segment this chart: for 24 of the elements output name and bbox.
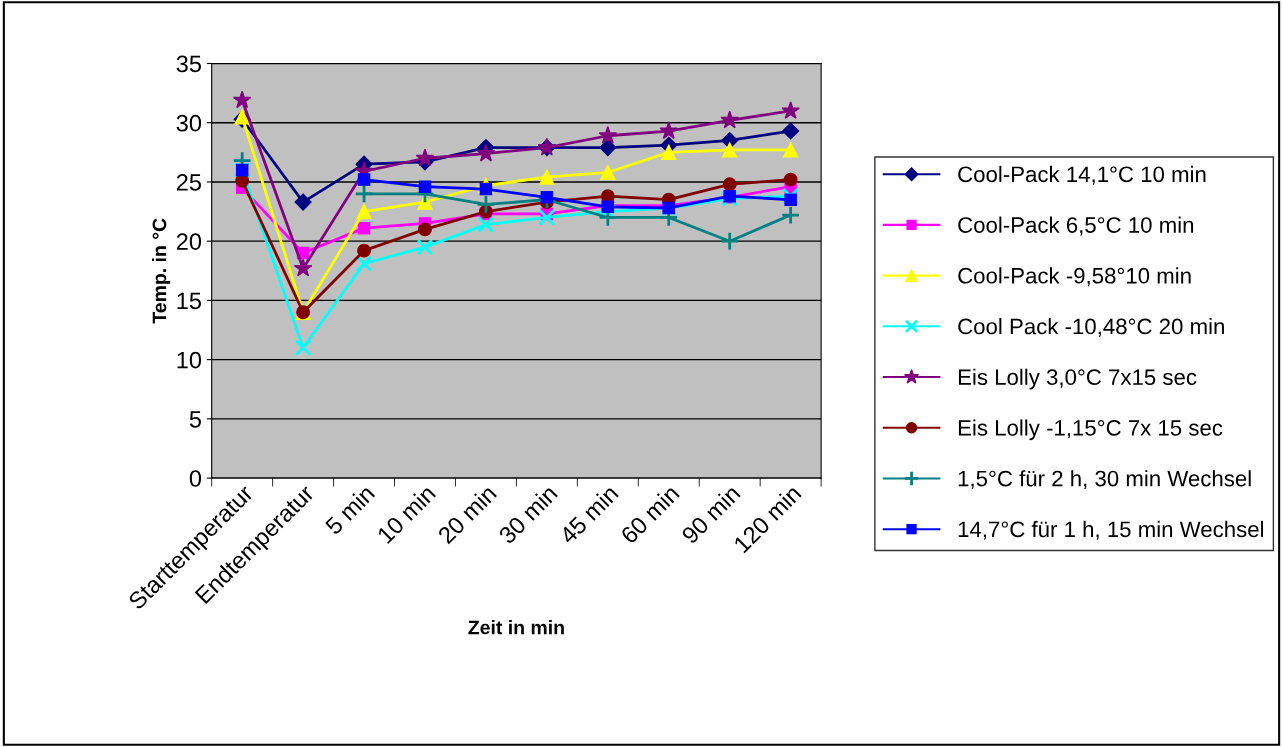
x-tick-label: 10 min xyxy=(376,484,437,545)
legend-label: Cool-Pack 14,1°C 10 min xyxy=(958,165,1206,185)
legend-label: Eis Lolly -1,15°C 7x 15 sec xyxy=(958,419,1223,441)
y-axis-title: Temp. in °C xyxy=(152,218,171,324)
legend-label: Eis Lolly 3,0°C 7x15 sec xyxy=(958,368,1197,390)
y-tick-label: 30 xyxy=(176,114,202,132)
y-tick-label: 10 xyxy=(177,351,202,369)
x-tick-label: 30 min xyxy=(497,484,559,545)
x-tick-label: 60 min xyxy=(619,484,680,545)
y-tick-label: 15 xyxy=(177,292,201,310)
legend-label: Cool Pack -10,48°C 20 min xyxy=(958,317,1224,337)
y-tick-label: 25 xyxy=(176,174,201,191)
y-tick-label: 20 xyxy=(176,233,202,250)
x-tick-label: 20 min xyxy=(436,484,498,545)
y-tick-label: 0 xyxy=(189,470,202,487)
x-axis-title: Zeit in min xyxy=(468,620,564,635)
y-tick-label: 35 xyxy=(176,55,201,73)
legend-label: 1,5°C für 2 h, 30 min Wechsel xyxy=(958,470,1251,490)
y-tick-label: 5 xyxy=(189,411,201,428)
legend-label: Cool-Pack -9,58°10 min xyxy=(958,267,1191,287)
x-tick-label: 5 min xyxy=(323,484,376,536)
legend-label: 14,7°C für 1 h, 15 min Wechsel xyxy=(958,520,1264,540)
x-tick-label: 45 min xyxy=(558,484,619,545)
legend-label: Cool-Pack 6,5°C 10 min xyxy=(958,216,1194,236)
